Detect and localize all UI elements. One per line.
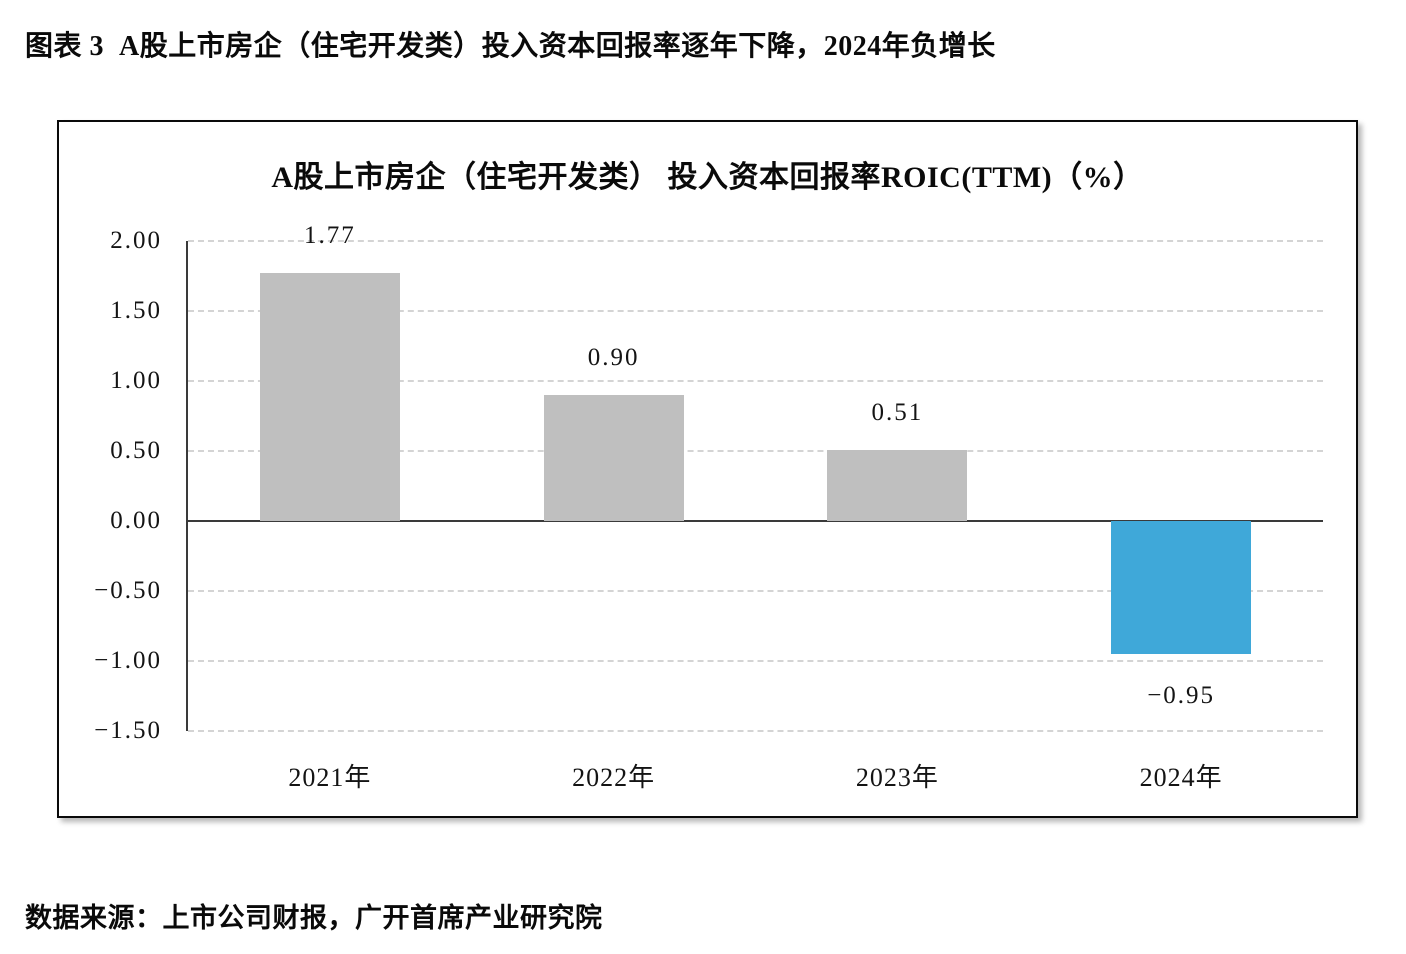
gridline [188, 310, 1323, 312]
x-axis-category-label: 2021年 [288, 763, 372, 792]
bar-value-label: −0.95 [1147, 682, 1216, 709]
x-axis-category-label: 2024年 [1139, 763, 1223, 792]
y-tick-label: 0.50 [110, 437, 162, 464]
gridline [188, 450, 1323, 452]
bar-value-label: 0.51 [871, 398, 924, 426]
bar-chart-plot-area: 1.77 2021年 0.90 2022年 0.51 2023年 −0.95 2024年 [186, 222, 1323, 792]
bar-value-label: 1.77 [304, 222, 356, 250]
y-axis-line [186, 241, 188, 731]
y-tick-label: 1.00 [110, 367, 162, 394]
gridline [188, 730, 1323, 732]
y-tick-label: 1.50 [110, 297, 162, 324]
y-tick-label: 0.00 [110, 507, 162, 534]
bar-2022年 [543, 395, 684, 521]
bar-value-label: 0.90 [587, 344, 640, 371]
zero-baseline [188, 520, 1323, 522]
y-tick-label: −1.50 [94, 717, 162, 744]
x-axis-category-label: 2023年 [855, 763, 939, 792]
y-tick-label: −1.00 [94, 647, 162, 674]
gridline [188, 590, 1323, 592]
y-tick-label: 2.00 [110, 227, 162, 254]
source-note: 数据来源：上市公司财报，广开首席产业研究院 [25, 903, 603, 933]
gridline [188, 240, 1323, 242]
x-axis-category-label: 2022年 [572, 763, 656, 792]
y-tick-label: −0.50 [94, 577, 162, 604]
bar-2021年 [259, 273, 400, 521]
bar-2023年 [827, 449, 968, 521]
bar-2024年 [1111, 521, 1252, 654]
chart-title: A股上市房企（住宅开发类） 投入资本回报率ROIC(TTM)（%） [271, 161, 1144, 194]
gridline [188, 660, 1323, 662]
page-title: 图表 3 A股上市房企（住宅开发类）投入资本回报率逐年下降，2024年负增长 [25, 31, 996, 62]
gridline [188, 380, 1323, 382]
